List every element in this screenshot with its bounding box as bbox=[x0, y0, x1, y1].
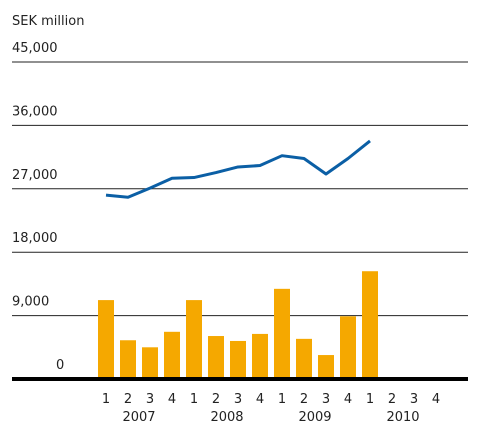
x-tick-label: 4 bbox=[168, 392, 176, 407]
x-tick-label: 2 bbox=[388, 392, 396, 407]
bar bbox=[340, 316, 356, 379]
x-tick-label: 1 bbox=[278, 392, 286, 407]
bar bbox=[318, 355, 334, 379]
y-tick-label: 18,000 bbox=[12, 231, 58, 246]
x-tick-label: 4 bbox=[432, 392, 440, 407]
x-tick-label: 3 bbox=[234, 392, 242, 407]
x-tick-label: 4 bbox=[344, 392, 352, 407]
bar bbox=[230, 340, 246, 379]
x-tick-label: 1 bbox=[190, 392, 198, 407]
x-group-label: 2009 bbox=[298, 410, 331, 425]
bar bbox=[142, 347, 158, 379]
y-tick-label: 36,000 bbox=[12, 104, 58, 119]
bar bbox=[98, 300, 114, 379]
x-tick-label: 2 bbox=[124, 392, 132, 407]
x-group-label: 2010 bbox=[386, 410, 419, 425]
y-tick-label: 9,000 bbox=[12, 295, 49, 310]
bar bbox=[252, 333, 268, 379]
x-group-label: 2008 bbox=[210, 410, 243, 425]
x-group-label: 2007 bbox=[122, 410, 155, 425]
y-tick-label: 45,000 bbox=[12, 41, 58, 56]
x-tick-label: 2 bbox=[300, 392, 308, 407]
x-tick-label: 1 bbox=[102, 392, 110, 407]
x-tick-label: 3 bbox=[322, 392, 330, 407]
bar bbox=[274, 288, 290, 379]
y-tick-label: 0 bbox=[56, 358, 64, 373]
bar bbox=[296, 338, 312, 379]
x-tick-label: 1 bbox=[366, 392, 374, 407]
y-tick-label: 27,000 bbox=[12, 168, 58, 183]
x-tick-label: 2 bbox=[212, 392, 220, 407]
bar bbox=[186, 300, 202, 379]
x-tick-label: 3 bbox=[146, 392, 154, 407]
x-tick-label: 4 bbox=[256, 392, 264, 407]
y-axis-label: SEK million bbox=[12, 14, 84, 29]
line bbox=[105, 139, 371, 199]
bar bbox=[208, 336, 224, 379]
x-tick-label: 3 bbox=[410, 392, 418, 407]
bar bbox=[120, 340, 136, 379]
bar bbox=[164, 331, 180, 379]
bar bbox=[362, 271, 378, 379]
